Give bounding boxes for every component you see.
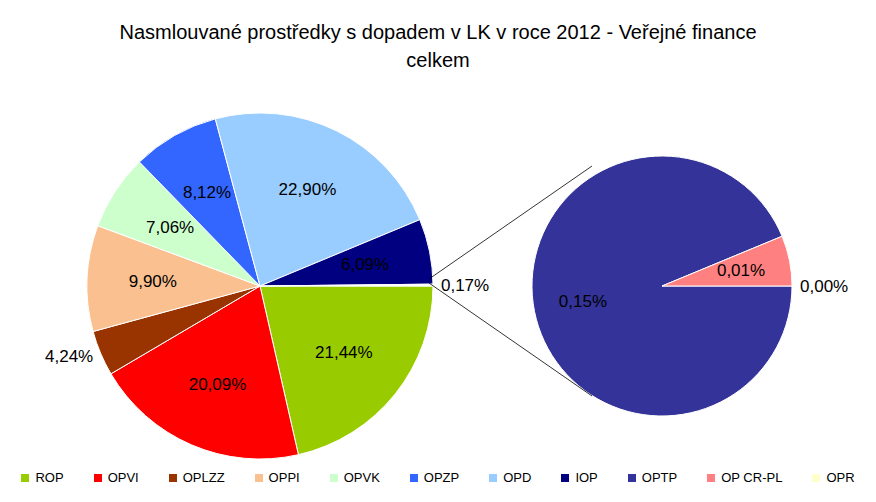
svg-text:0,01%: 0,01%: [717, 261, 765, 280]
html-text:OPVK: OPVK: [343, 470, 380, 485]
svg-text:0,00%: 0,00%: [800, 277, 848, 296]
html-text:Nasmlouvané prostředky s dopad: Nasmlouvané prostředky s dopadem v LK v …: [119, 21, 757, 71]
html-text:OPVI: OPVI: [107, 470, 139, 485]
html-text:OPZP: OPZP: [423, 470, 460, 485]
svg-text:20,09%: 20,09%: [189, 375, 247, 394]
svg-text:7,06%: 7,06%: [146, 218, 194, 237]
svg-text:9,90%: 9,90%: [129, 272, 177, 291]
html-text:ROP: ROP: [35, 470, 64, 485]
html-text:IOP: IOP: [575, 470, 598, 485]
html-text:OPD: OPD: [503, 470, 532, 485]
html-text:OPR: OPR: [826, 470, 855, 485]
svg-text:0,15%: 0,15%: [559, 292, 607, 311]
html-text:OP CR-PL: OP CR-PL: [721, 470, 783, 485]
svg-text:4,24%: 4,24%: [45, 347, 93, 366]
svg-text:8,12%: 8,12%: [183, 183, 231, 202]
html-text:OPLZZ: OPLZZ: [182, 470, 225, 485]
html-text:OPPI: OPPI: [268, 470, 300, 485]
svg-text:22,90%: 22,90%: [279, 180, 337, 199]
svg-text:21,44%: 21,44%: [315, 343, 373, 362]
html-text:OPTP: OPTP: [641, 470, 678, 485]
svg-text:0,17%: 0,17%: [441, 276, 489, 295]
svg-text:6,09%: 6,09%: [341, 255, 389, 274]
